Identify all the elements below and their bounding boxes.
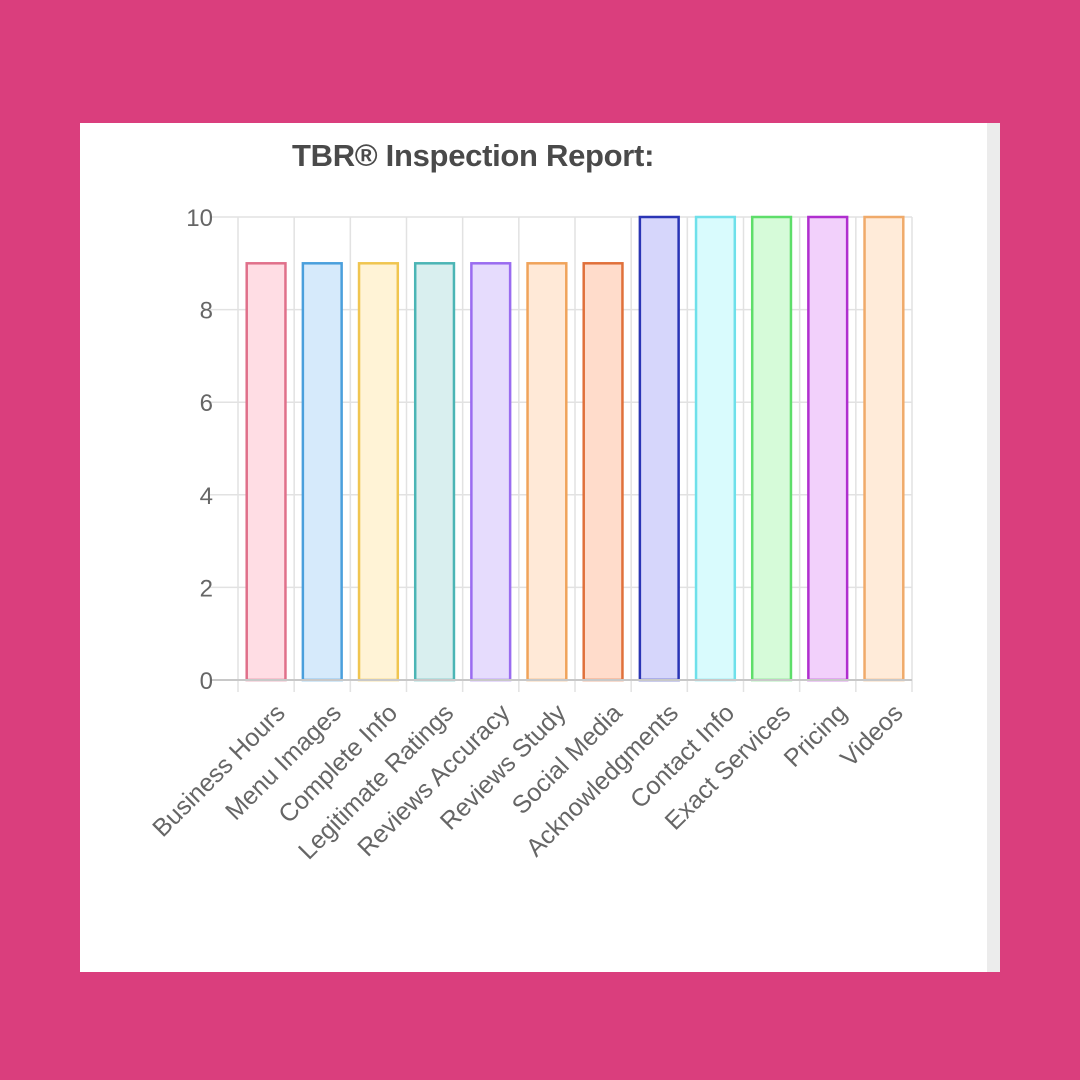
y-tick-label: 10 bbox=[186, 205, 213, 232]
bar-reviews-study bbox=[526, 262, 568, 682]
y-tick-label: 4 bbox=[200, 483, 213, 510]
bar-menu-images bbox=[301, 262, 343, 682]
chart-title: TBR® Inspection Report: bbox=[292, 138, 655, 173]
card-scrollbar bbox=[987, 123, 1000, 972]
y-tick-label: 8 bbox=[200, 298, 213, 325]
x-tick-label: Videos bbox=[835, 699, 909, 773]
bar-pricing bbox=[807, 215, 849, 682]
bar-legitimate-ratings bbox=[413, 262, 456, 682]
bar-reviews-accuracy bbox=[470, 262, 512, 682]
y-tick-labels: 0 2 4 6 8 10 bbox=[186, 205, 213, 695]
bar-exact-services bbox=[750, 215, 793, 682]
bar-business-hours bbox=[245, 262, 287, 682]
bar-contact-info bbox=[694, 215, 737, 682]
y-tick-label: 0 bbox=[200, 668, 213, 695]
y-tick-label: 2 bbox=[200, 575, 213, 602]
bar-videos bbox=[863, 215, 905, 682]
bar-acknowledgments bbox=[638, 215, 680, 682]
bar-social-media bbox=[582, 262, 624, 682]
y-tick-label: 6 bbox=[200, 390, 213, 417]
x-tick-label: Pricing bbox=[779, 699, 853, 773]
bar-complete-info bbox=[357, 262, 400, 682]
